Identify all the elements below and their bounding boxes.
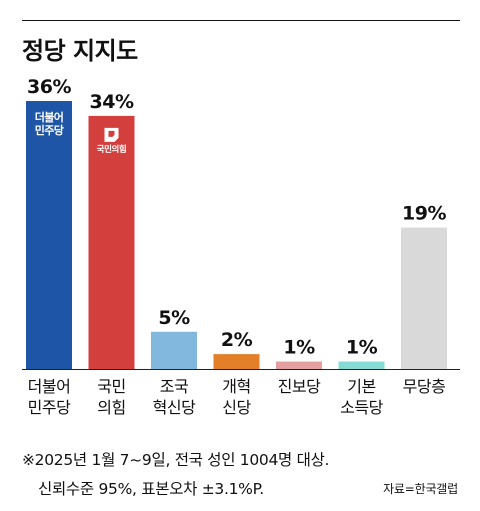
source-credit: 자료=한국갤럽 <box>383 482 458 496</box>
bar-4 <box>276 361 322 369</box>
bar-chart: 36%더불어민주당34%국민의힘5%조국혁신당2%개혁신당1%진보당1%기본소득… <box>22 76 460 417</box>
value-label-0: 36% <box>27 76 71 98</box>
category-label-0-1: 민주당 <box>28 398 71 417</box>
value-label-3: 2% <box>221 329 253 351</box>
category-label-2-0: 조국 <box>160 377 188 396</box>
value-label-2: 5% <box>158 307 190 329</box>
category-label-5-0: 기본 <box>347 377 375 396</box>
bar-badge-text-1-0: 국민의힘 <box>97 144 127 155</box>
footnote-line-2: 신뢰수준 95%, 표본오차 ±3.1%P. <box>38 480 264 498</box>
category-label-1-1: 의힘 <box>97 398 125 417</box>
value-label-5: 1% <box>346 337 378 359</box>
bar-1 <box>88 115 135 369</box>
category-label-5-1: 소득당 <box>340 398 383 417</box>
bar-2 <box>151 331 197 369</box>
bar-badge-text-0-0: 더불어 <box>35 110 64 124</box>
category-label-0-0: 더불어 <box>28 377 71 396</box>
bar-6 <box>401 227 447 369</box>
category-label-1-0: 국민 <box>97 377 125 396</box>
category-label-3-1: 신당 <box>222 398 251 417</box>
bar-3 <box>213 354 260 369</box>
bar-5 <box>338 361 385 369</box>
category-label-2-1: 혁신당 <box>153 398 196 417</box>
category-label-3-0: 개혁 <box>222 377 250 396</box>
chart-title: 정당 지지도 <box>22 37 138 65</box>
top-rule <box>22 20 460 21</box>
value-label-6: 19% <box>402 203 446 225</box>
ppp-logo-icon-inner <box>108 130 115 137</box>
category-label-6-0: 무당층 <box>403 377 446 396</box>
value-label-4: 1% <box>283 337 315 359</box>
bar-badge-text-0-1: 민주당 <box>35 123 64 137</box>
category-label-4-0: 진보당 <box>278 377 321 396</box>
value-label-1: 34% <box>90 91 134 113</box>
bar-0 <box>26 101 72 369</box>
footnote-line-1: ※2025년 1월 7~9일, 전국 성인 1004명 대상. <box>22 451 330 469</box>
